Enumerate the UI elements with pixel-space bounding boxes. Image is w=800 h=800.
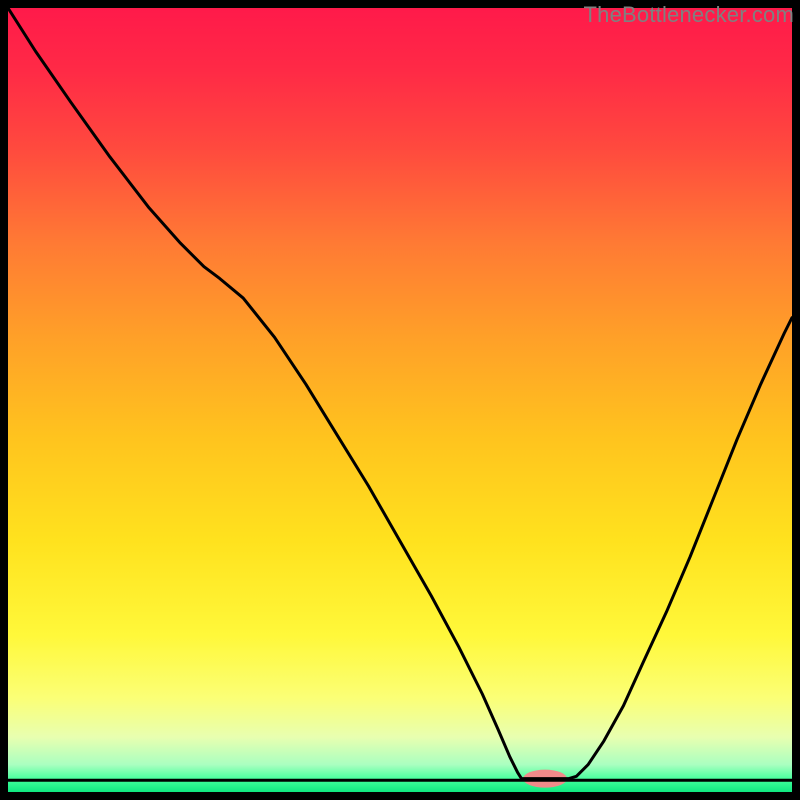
chart-container: TheBottlenecker.com [0, 0, 800, 800]
plot-area [8, 8, 792, 792]
bottleneck-chart [8, 8, 792, 792]
gradient-background [8, 8, 792, 792]
watermark-text: TheBottlenecker.com [584, 2, 794, 28]
